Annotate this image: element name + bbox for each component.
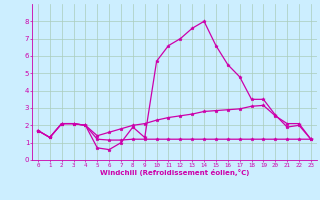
X-axis label: Windchill (Refroidissement éolien,°C): Windchill (Refroidissement éolien,°C) [100, 169, 249, 176]
